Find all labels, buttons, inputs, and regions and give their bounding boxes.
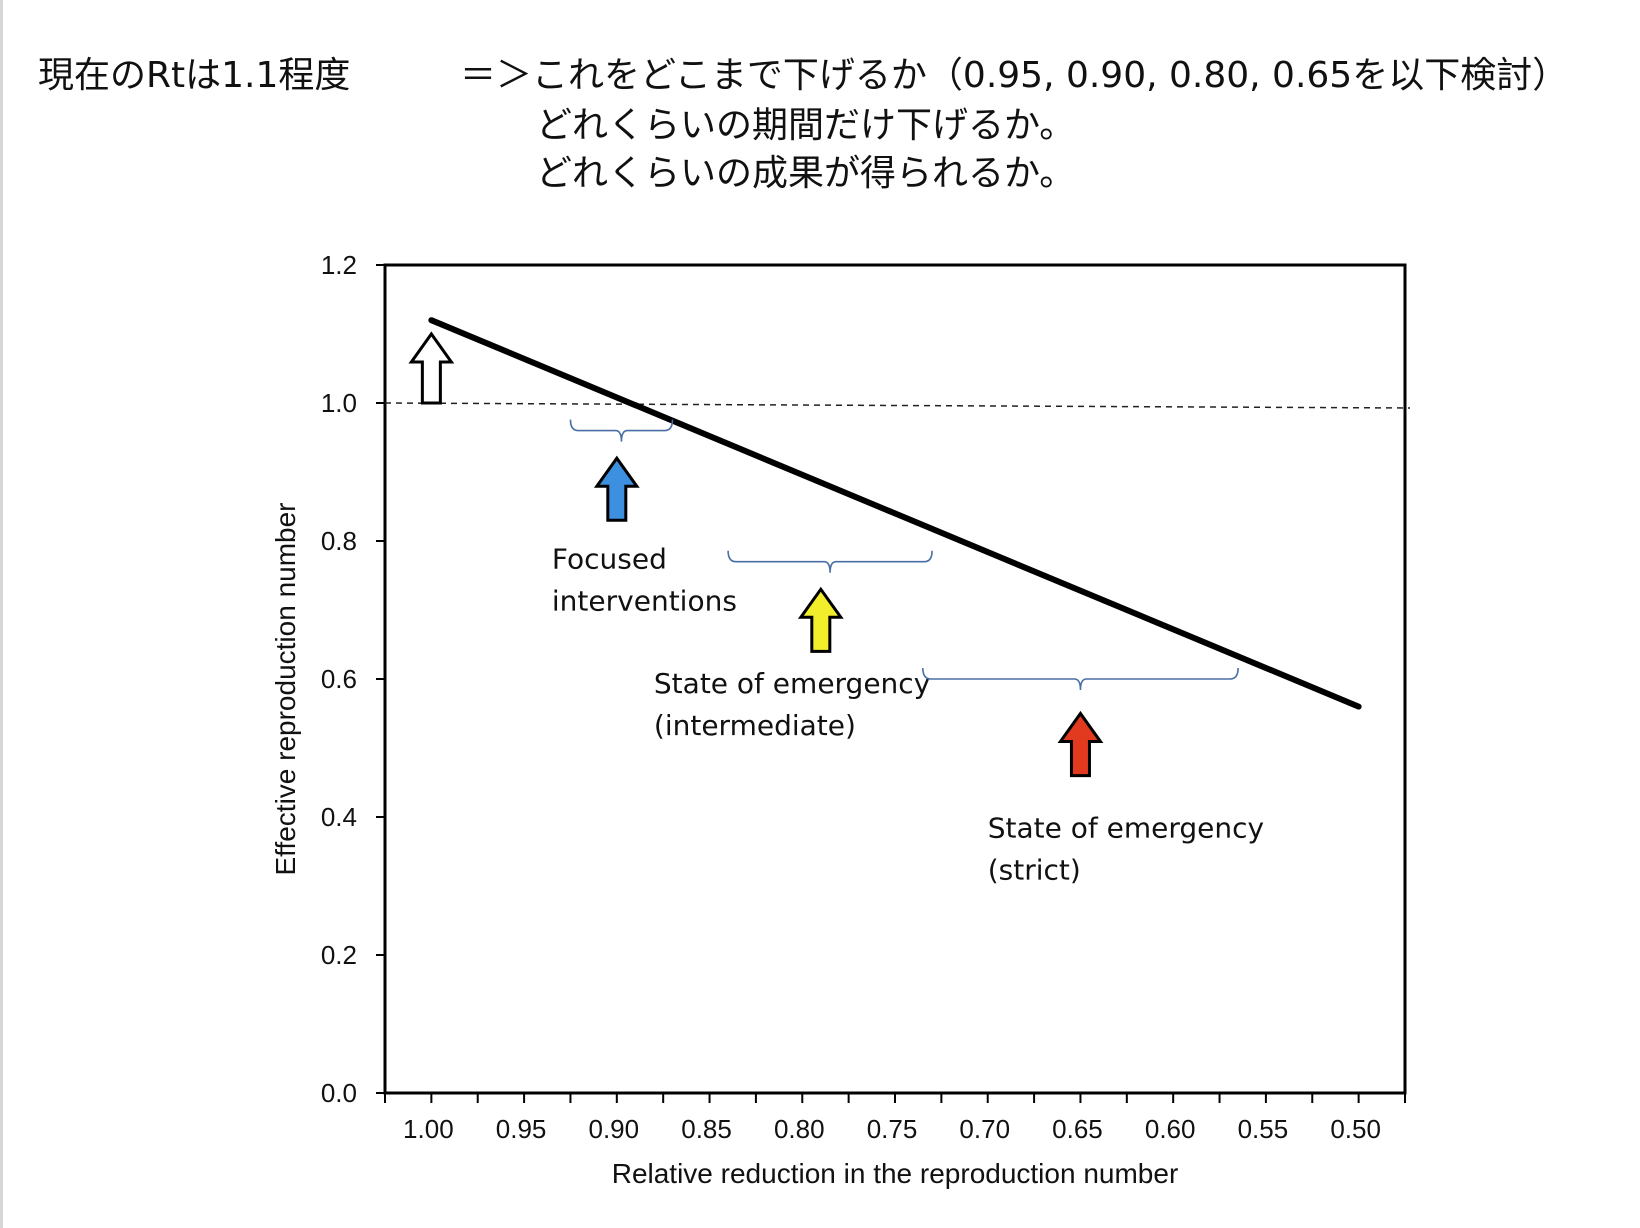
range-brace: [727, 550, 933, 573]
duration-question: どれくらいの期間だけ下げるか。: [536, 105, 1076, 146]
annotation-line: Focused: [552, 543, 667, 576]
range-brace: [922, 667, 1239, 691]
x-tick-label: 1.00: [403, 1114, 454, 1144]
reference-line-dashed: [384, 402, 1411, 409]
x-tick-label: 0.60: [1145, 1114, 1196, 1144]
up-arrow-icon: [797, 586, 844, 653]
annotation-label: State of emergency (intermediate): [654, 667, 930, 742]
y-tick-label: 0.0: [321, 1078, 357, 1108]
annotation-line: State of emergency: [988, 812, 1264, 845]
y-tick-label: 0.6: [321, 664, 357, 694]
y-tick-label: 1.0: [321, 388, 357, 418]
y-axis-title: Effective reproduction number: [270, 502, 301, 875]
y-axis: 0.0 0.2 0.4 0.6 0.8 1.0 1.2: [321, 250, 385, 1108]
annotation-line: State of emergency: [654, 667, 930, 700]
annotation-label: State of emergency (strict): [988, 812, 1264, 887]
annotation-line: interventions: [552, 585, 737, 618]
x-tick-label: 0.65: [1052, 1114, 1103, 1144]
x-tick-label: 0.90: [589, 1114, 640, 1144]
up-arrow-icon: [593, 455, 640, 522]
x-tick-label: 0.95: [496, 1114, 547, 1144]
annotation-line: (intermediate): [654, 709, 856, 742]
x-tick-label: 0.75: [867, 1114, 918, 1144]
x-axis: 1.00 0.95 0.90 0.85 0.80 0.75 0.70 0.65 0.60 0.55…: [384, 1093, 1406, 1144]
annotation-line: (strict): [988, 854, 1081, 887]
x-tick-label: 0.80: [774, 1114, 825, 1144]
x-tick-label: 0.50: [1330, 1114, 1381, 1144]
x-axis-title: Relative reduction in the reproduction n…: [612, 1158, 1179, 1189]
current-rt-heading: 現在のRtは1.1程度: [38, 55, 351, 96]
up-arrow-icon: [408, 331, 455, 405]
outcome-question: どれくらいの成果が得られるか。: [536, 153, 1076, 194]
target-question-heading: ＝＞これをどこまで下げるか（0.95, 0.90, 0.80, 0.65を以下検…: [460, 55, 1569, 96]
x-tick-label: 0.85: [681, 1114, 732, 1144]
y-tick-label: 1.2: [321, 250, 357, 280]
y-tick-label: 0.8: [321, 526, 357, 556]
y-tick-label: 0.4: [321, 802, 357, 832]
annotation-label: Focused interventions: [552, 543, 737, 618]
y-tick-label: 0.2: [321, 940, 357, 970]
reduction-line: [428, 317, 1362, 710]
left-edge-rule: [0, 0, 3, 1228]
x-tick-label: 0.70: [959, 1114, 1010, 1144]
up-arrow-icon: [1057, 710, 1104, 778]
range-brace: [569, 419, 674, 442]
x-tick-label: 0.55: [1238, 1114, 1289, 1144]
